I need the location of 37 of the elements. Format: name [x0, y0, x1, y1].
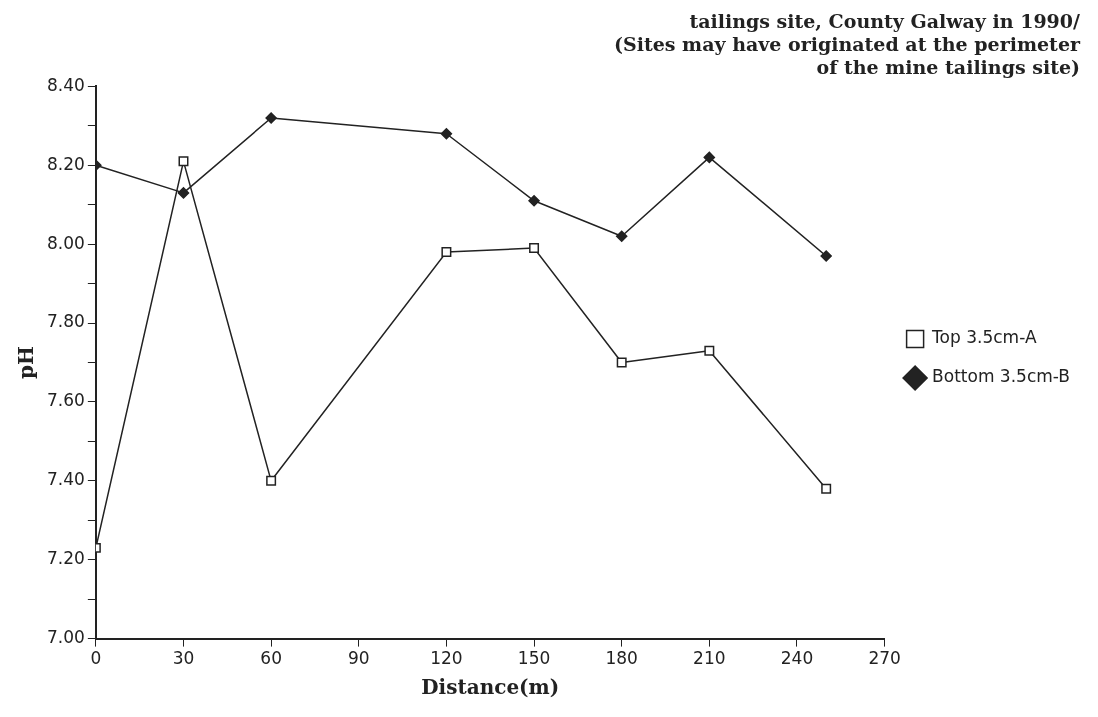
point	[616, 357, 627, 368]
point	[821, 483, 832, 494]
point	[441, 247, 452, 258]
y-tick-label: 7.60	[46, 390, 85, 411]
x-tick-label: 0	[90, 648, 102, 669]
point	[529, 243, 540, 254]
point	[703, 151, 716, 164]
x-tick-label: 60	[260, 648, 282, 669]
y-tick-label: 7.80	[46, 311, 85, 332]
x-axis-title: Distance(m)	[421, 675, 560, 700]
y-tick-label: 7.00	[46, 627, 85, 648]
y-tick-label: 8.00	[46, 232, 85, 253]
x-tick-label: 180	[605, 648, 638, 669]
point	[615, 230, 628, 243]
x-tick-label: 120	[430, 648, 463, 669]
point	[528, 195, 540, 207]
legend-label: Bottom 3.5cm-B	[932, 366, 1071, 387]
x-tick-label: 270	[868, 648, 901, 669]
point	[440, 127, 453, 140]
x-tick-label: 240	[780, 648, 814, 669]
point	[178, 156, 189, 167]
point	[265, 112, 277, 124]
x-tick-label: 150	[517, 648, 551, 669]
x-tick-label: 90	[347, 648, 370, 669]
chart-title: tailings site, County Galway in 1990/ (Sites may have originated at the perimeter of the mine tailings site)	[613, 10, 1081, 78]
y-tick-label: 8.20	[46, 153, 85, 174]
x-tick-label: 30	[172, 648, 195, 669]
point	[820, 250, 832, 262]
y-tick-label: 7.20	[46, 548, 85, 569]
point	[177, 187, 190, 199]
x-tick-label: 210	[693, 648, 726, 669]
point	[266, 475, 277, 486]
y-tick-label: 7.40	[46, 469, 85, 490]
y-tick-label: 8.40	[46, 74, 85, 95]
point	[704, 345, 715, 356]
y-axis-title: pH	[14, 346, 39, 379]
legend-label: Top 3.5cm-A	[931, 327, 1037, 348]
